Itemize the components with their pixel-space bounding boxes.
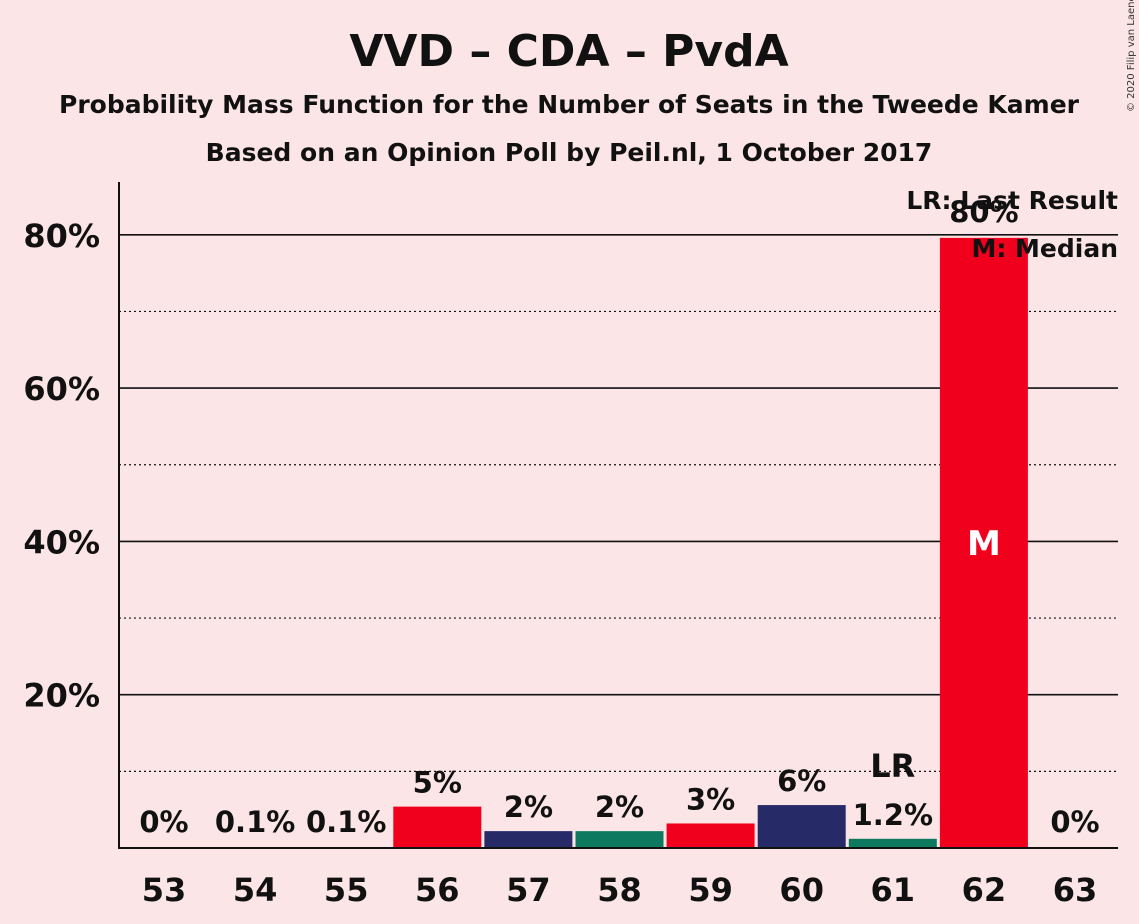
- y-tick-label: 20%: [23, 677, 100, 715]
- bar-61: [848, 838, 937, 848]
- x-tick-labels: 53 54 55 56 57 58 59 60 61 62 63: [142, 871, 1098, 909]
- data-label-55: 0.1%: [306, 805, 386, 839]
- x-tick-label: 62: [962, 871, 1007, 909]
- bar-59: [666, 823, 755, 848]
- data-label-61: 1.2%: [853, 798, 933, 832]
- x-tick-label: 56: [415, 871, 460, 909]
- data-label-57: 2%: [504, 790, 553, 824]
- data-label-56: 5%: [413, 766, 462, 800]
- data-label-59: 3%: [686, 782, 735, 816]
- copyright-notice: © 2020 Filip van Laenen: [1126, 0, 1137, 112]
- bar-58: [575, 831, 664, 848]
- legend-last-result: LR: Last Result: [906, 186, 1118, 215]
- x-tick-label: 60: [779, 871, 824, 909]
- y-tick-label: 80%: [23, 217, 100, 255]
- legend-median: M: Median: [971, 234, 1118, 263]
- chart-title: VVD – CDA – PvdA: [349, 26, 788, 77]
- y-tick-label: 40%: [23, 523, 100, 561]
- data-label-63: 0%: [1050, 805, 1099, 839]
- data-label-62: 80%: [949, 195, 1018, 229]
- data-label-53: 0%: [139, 805, 188, 839]
- x-tick-label: 57: [506, 871, 551, 909]
- chart-source: Based on an Opinion Poll by Peil.nl, 1 O…: [206, 138, 933, 167]
- x-tick-label: 59: [688, 871, 733, 909]
- data-label-60: 6%: [777, 764, 826, 798]
- bars: [211, 237, 1028, 849]
- x-tick-label: 63: [1053, 871, 1098, 909]
- x-tick-label: 58: [597, 871, 642, 909]
- y-tick-label: 60%: [23, 370, 100, 408]
- x-tick-label: 54: [233, 871, 278, 909]
- y-tick-labels: 20% 40% 60% 80%: [23, 217, 100, 715]
- axes: [118, 182, 1118, 849]
- median-marker: M: [967, 524, 1001, 564]
- chart-subtitle: Probability Mass Function for the Number…: [59, 90, 1080, 119]
- bar-56: [393, 806, 482, 848]
- x-tick-label: 61: [871, 871, 916, 909]
- data-labels: 0% 0.1% 0.1% 5% 2% 2% 3% 6% 1.2% LR 80% M 0%: [139, 195, 1099, 839]
- x-tick-label: 55: [324, 871, 369, 909]
- bar-62: [939, 237, 1028, 849]
- x-tick-label: 53: [142, 871, 187, 909]
- bar-57: [484, 831, 573, 848]
- bar-60: [757, 805, 846, 848]
- last-result-marker: LR: [870, 747, 915, 785]
- data-label-54: 0.1%: [215, 805, 295, 839]
- data-label-58: 2%: [595, 790, 644, 824]
